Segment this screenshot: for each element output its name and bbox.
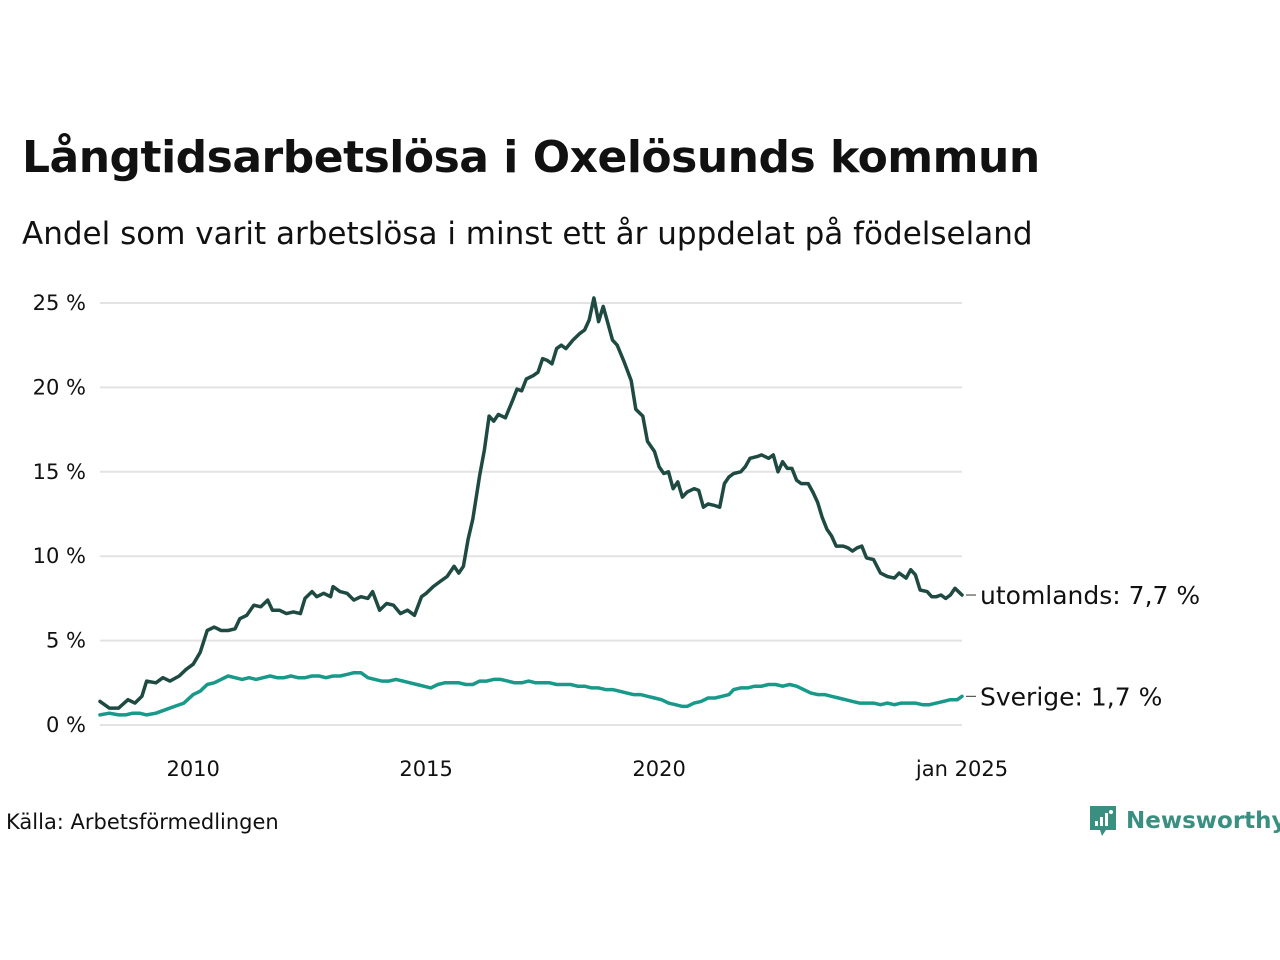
x-tick-label: jan 2025 (915, 757, 1008, 781)
chart-subtitle: Andel som varit arbetslösa i minst ett å… (22, 216, 1033, 252)
series-line-utomlands (98, 296, 964, 710)
grid-lines (100, 302, 962, 726)
x-tick-label: 2010 (166, 757, 219, 781)
brand-name: Newsworthy (1126, 808, 1280, 834)
line-chart: 0 % 5 % 10 % 15 % 20 % 25 % 2010 2015 2020 jan 2… (33, 291, 1201, 781)
y-tick-label: 0 % (46, 713, 86, 737)
x-tick-label: 2015 (399, 757, 452, 781)
x-tick-label: 2020 (632, 757, 685, 781)
series-lines (98, 296, 964, 717)
y-tick-label: 20 % (33, 375, 86, 399)
y-tick-label: 5 % (46, 629, 86, 653)
y-tick-label: 25 % (33, 291, 86, 315)
source-note: Källa: Arbetsförmedlingen (6, 810, 279, 834)
newsworthy-logo-icon (1090, 806, 1116, 836)
series-line-sverige (98, 670, 964, 717)
y-tick-label: 10 % (33, 544, 86, 568)
chart-title: Långtidsarbetslösa i Oxelösunds kommun (22, 132, 1040, 183)
brand-logo: Newsworthy (1088, 804, 1280, 838)
y-tick-label: 15 % (33, 460, 86, 484)
x-axis: 2010 2015 2020 jan 2025 (166, 757, 1008, 781)
y-axis: 0 % 5 % 10 % 15 % 20 % 25 % (33, 291, 86, 737)
series-end-labels: utomlands: 7,7 % Sverige: 1,7 % (966, 581, 1200, 711)
end-label-utomlands: utomlands: 7,7 % (980, 581, 1200, 610)
end-label-sverige: Sverige: 1,7 % (980, 682, 1162, 711)
